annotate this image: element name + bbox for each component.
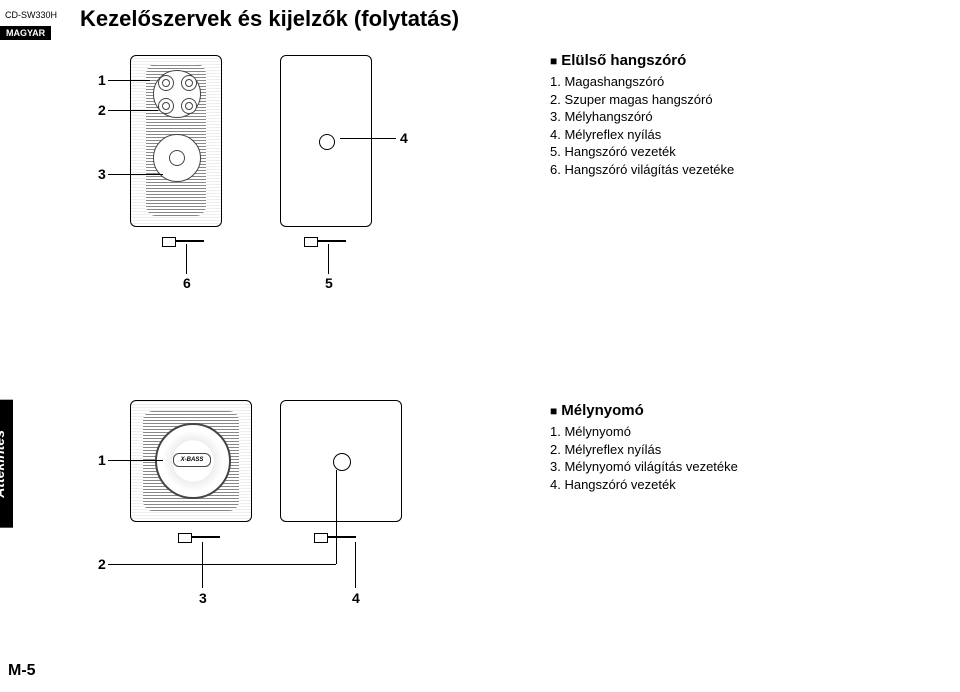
leader-line [328, 244, 329, 274]
language-tag: MAGYAR [0, 26, 51, 40]
plug-icon [162, 237, 176, 247]
callout-number: 5 [325, 275, 333, 291]
list-item: 4. Hangszóró vezeték [550, 476, 850, 494]
tweeter-icon [181, 98, 197, 114]
page-number: M-5 [8, 662, 36, 680]
leader-line [108, 564, 336, 565]
callout-number: 1 [98, 72, 106, 88]
callout-number: 3 [199, 590, 207, 606]
callout-number: 2 [98, 102, 106, 118]
list-item: 1. Magashangszóró [550, 73, 850, 91]
list-item: 2. Szuper magas hangszóró [550, 91, 850, 109]
legend-heading: ■ Mélynyomó [550, 402, 850, 419]
page-title: Kezelőszervek és kijelzők (folytatás) [80, 6, 459, 32]
callout-number: 4 [400, 130, 408, 146]
cord-icon [192, 536, 220, 538]
leader-line [108, 174, 163, 175]
leader-line [340, 138, 396, 139]
callout-number: 4 [352, 590, 360, 606]
legend-heading-text: Mélynyomó [561, 402, 644, 419]
bullet-icon: ■ [550, 404, 557, 418]
bullet-icon: ■ [550, 54, 557, 68]
subwoofer-rear-cabinet [280, 400, 402, 522]
cord-icon [328, 536, 356, 538]
leader-line [202, 542, 203, 588]
legend-list: 1. Magashangszóró 2. Szuper magas hangsz… [550, 73, 850, 178]
model-code: CD-SW330H [5, 10, 57, 20]
leader-line [186, 244, 187, 274]
front-speaker-legend: ■ Elülső hangszóró 1. Magashangszóró 2. S… [550, 52, 850, 178]
reflex-port-icon [319, 134, 335, 150]
page: CD-SW330H MAGYAR Áttekintés M-5 Kezelősz… [0, 0, 960, 692]
tweeter-icon [158, 98, 174, 114]
section-tab: Áttekintés [0, 400, 13, 528]
legend-heading: ■ Elülső hangszóró [550, 52, 850, 69]
tweeter-icon [158, 75, 174, 91]
xbass-badge: X-BASS [173, 453, 211, 467]
legend-list: 1. Mélynyomó 2. Mélyreflex nyílás 3. Mél… [550, 423, 850, 493]
list-item: 3. Mélynyomó világítás vezetéke [550, 458, 850, 476]
plug-icon [304, 237, 318, 247]
callout-number: 3 [98, 166, 106, 182]
list-item: 6. Hangszóró világítás vezetéke [550, 161, 850, 179]
reflex-port-icon [333, 453, 351, 471]
cord-icon [176, 240, 204, 242]
cable-icon [304, 232, 354, 250]
legend-heading-text: Elülső hangszóró [561, 52, 686, 69]
tweeter-cluster [153, 70, 201, 118]
callout-number: 1 [98, 452, 106, 468]
plug-icon [314, 533, 328, 543]
speaker-rear-cabinet [280, 55, 372, 227]
list-item: 1. Mélynyomó [550, 423, 850, 441]
subwoofer-cabinet: X-BASS [130, 400, 252, 522]
leader-line [108, 80, 150, 81]
list-item: 2. Mélyreflex nyílás [550, 441, 850, 459]
list-item: 3. Mélyhangszóró [550, 108, 850, 126]
callout-number: 2 [98, 556, 106, 572]
cable-icon [178, 528, 228, 546]
cable-icon [314, 528, 364, 546]
subwoofer-rear-diagram [280, 400, 400, 520]
cable-icon [162, 232, 212, 250]
leader-line [108, 110, 158, 111]
leader-line [336, 470, 337, 564]
list-item: 5. Hangszóró vezeték [550, 143, 850, 161]
list-item: 4. Mélyreflex nyílás [550, 126, 850, 144]
sidebar: CD-SW330H MAGYAR Áttekintés M-5 [0, 0, 60, 692]
callout-number: 6 [183, 275, 191, 291]
plug-icon [178, 533, 192, 543]
front-speaker-rear-diagram [280, 55, 370, 225]
leader-line [108, 460, 163, 461]
cord-icon [318, 240, 346, 242]
leader-line [355, 542, 356, 588]
tweeter-icon [181, 75, 197, 91]
subwoofer-legend: ■ Mélynyomó 1. Mélynyomó 2. Mélyreflex ny… [550, 402, 850, 493]
